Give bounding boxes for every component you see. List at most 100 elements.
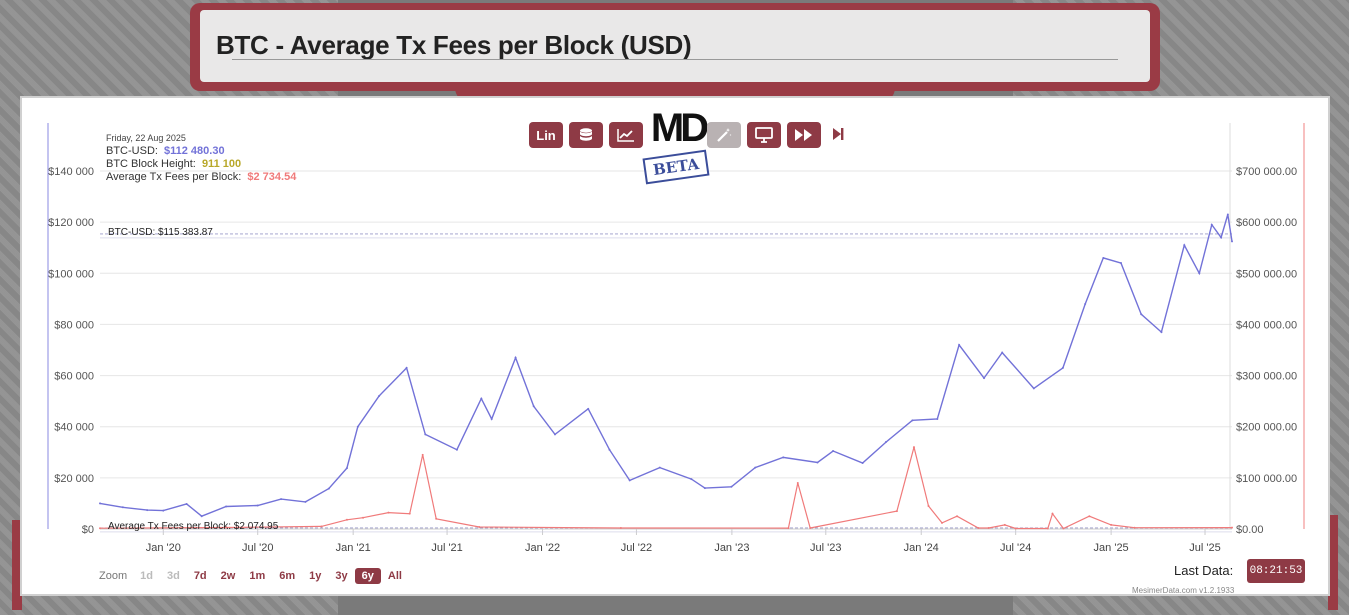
btc-point (345, 467, 348, 470)
brand-logo: MD BETA (642, 106, 710, 190)
last-data-time: 08:21:53 (1247, 559, 1305, 583)
btc-point (455, 448, 458, 451)
x-axis-tick-label: Jul '23 (810, 542, 841, 554)
right-axis-tick-label: $400 000.00 (1236, 319, 1297, 331)
btc-point (983, 377, 986, 380)
chart-card: $0 $0.00 $20 000 $100 000.00 $40 000 $200 000… (20, 96, 1330, 596)
btc-point (1119, 262, 1122, 265)
zoom-option-All[interactable]: All (387, 570, 402, 582)
beta-stamp: BETA (642, 149, 710, 185)
btc-hline-label: BTC-USD: $115 383.87 (108, 227, 213, 238)
linear-scale-button[interactable]: Lin (529, 122, 563, 148)
title-panel: BTC - Average Tx Fees per Block (USD) (200, 10, 1150, 82)
btc-point (121, 506, 124, 509)
zoom-selector: Zoom 1d 3d 7d 2w 1m 6m 1y 3y 6y All (99, 568, 409, 584)
zoom-buttons: 1d 3d 7d 2w 1m 6m 1y 3y 6y All (133, 568, 409, 584)
fast-forward-button[interactable] (787, 122, 821, 148)
left-axis-tick-label: $40 000 (54, 422, 94, 434)
database-icon (580, 128, 592, 141)
linear-scale-label: Lin (536, 127, 556, 143)
btc-point (99, 502, 101, 505)
fees-point (225, 526, 228, 529)
svg-text:BTC-USD: $112 480.30: BTC-USD: $112 480.30 (106, 145, 225, 157)
chart-svg: $0 $0.00 $20 000 $100 000.00 $40 000 $200 000… (47, 123, 1305, 554)
magic-wand-button[interactable] (707, 122, 741, 148)
btc-point (1183, 244, 1186, 247)
btc-point (690, 478, 693, 481)
btc-point (936, 418, 939, 421)
btc-point (1032, 387, 1035, 390)
btc-point (327, 487, 330, 490)
fees-point (1088, 515, 1091, 518)
fees-point (1003, 523, 1006, 526)
btc-point (378, 395, 381, 398)
right-axis-tick-label: $600 000.00 (1236, 217, 1297, 229)
series-fees-line (99, 447, 1233, 530)
fees-point (977, 526, 980, 529)
btc-point (356, 425, 359, 428)
fees-point (895, 510, 898, 513)
zoom-option-1m[interactable]: 1m (249, 570, 266, 582)
x-axis-tick-label: Jul '21 (431, 542, 462, 554)
btc-point (658, 466, 661, 469)
btc-point (162, 509, 165, 512)
title-rule (232, 59, 1118, 60)
btc-point (1061, 366, 1064, 369)
zoom-option-6m[interactable]: 6m (279, 570, 296, 582)
btc-point (1084, 302, 1087, 305)
fees-point (1046, 527, 1049, 530)
right-axis-tick-label: $300 000.00 (1236, 371, 1297, 383)
zoom-option-7d[interactable]: 7d (193, 570, 207, 582)
x-axis-tick-label: Jul '20 (242, 542, 273, 554)
btc-point (304, 500, 307, 503)
btc-point (754, 466, 757, 469)
fees-point (1110, 523, 1113, 526)
zoom-option-1y[interactable]: 1y (309, 570, 322, 582)
btc-point (280, 498, 283, 501)
display-button[interactable] (747, 122, 781, 148)
series-points (99, 213, 1233, 530)
svg-text:Average Tx Fees per Block:: Average Tx Fees per Block: $2 734.54 (106, 171, 297, 183)
fees-point (940, 521, 943, 524)
zoom-option-3y[interactable]: 3y (335, 570, 348, 582)
zoom-option-3d: 3d (166, 570, 180, 582)
fees-point (956, 515, 959, 518)
left-axis-tick-label: $60 000 (54, 371, 94, 383)
zoom-option-1d: 1d (140, 570, 153, 582)
corner-accent-tr (1328, 515, 1338, 610)
fees-point (362, 516, 365, 519)
page-title: BTC - Average Tx Fees per Block (USD) (216, 30, 692, 60)
btc-point (514, 356, 517, 359)
left-axis-tick-label: $0 (82, 524, 94, 536)
magic-wand-icon (717, 128, 732, 142)
fees-point (478, 525, 481, 528)
fees-point (912, 446, 915, 449)
fees-hline-label: Average Tx Fees per Block: $2 074.95 (108, 521, 279, 532)
btc-point (832, 450, 835, 453)
series-btc-line (99, 214, 1233, 518)
fees-point (787, 527, 790, 530)
tooltip-fees-value: $2 734.54 (247, 171, 297, 183)
fees-point (927, 504, 930, 507)
monitor-icon (755, 127, 773, 143)
fees-point (435, 517, 438, 520)
left-axis-tick-label: $140 000 (48, 166, 94, 178)
fees-point (1133, 526, 1136, 529)
btc-point (911, 419, 914, 422)
tooltip-btc-value: $112 480.30 (164, 145, 225, 157)
zoom-option-6y[interactable]: 6y (354, 568, 381, 584)
btc-point (703, 487, 706, 490)
x-axis-tick-label: Jul '24 (1000, 542, 1031, 554)
tooltip-fees-label: Average Tx Fees per Block: (106, 171, 241, 183)
btc-point (1231, 240, 1233, 243)
btc-point (405, 366, 408, 369)
btc-point (1140, 313, 1143, 316)
database-button[interactable] (569, 122, 603, 148)
btc-point (1160, 331, 1163, 334)
zoom-option-2w[interactable]: 2w (220, 570, 236, 582)
skip-end-button[interactable] (831, 126, 847, 144)
btc-point (490, 418, 493, 421)
chart-type-button[interactable] (609, 122, 643, 148)
btc-point (185, 502, 188, 505)
skip-end-icon (833, 128, 844, 140)
